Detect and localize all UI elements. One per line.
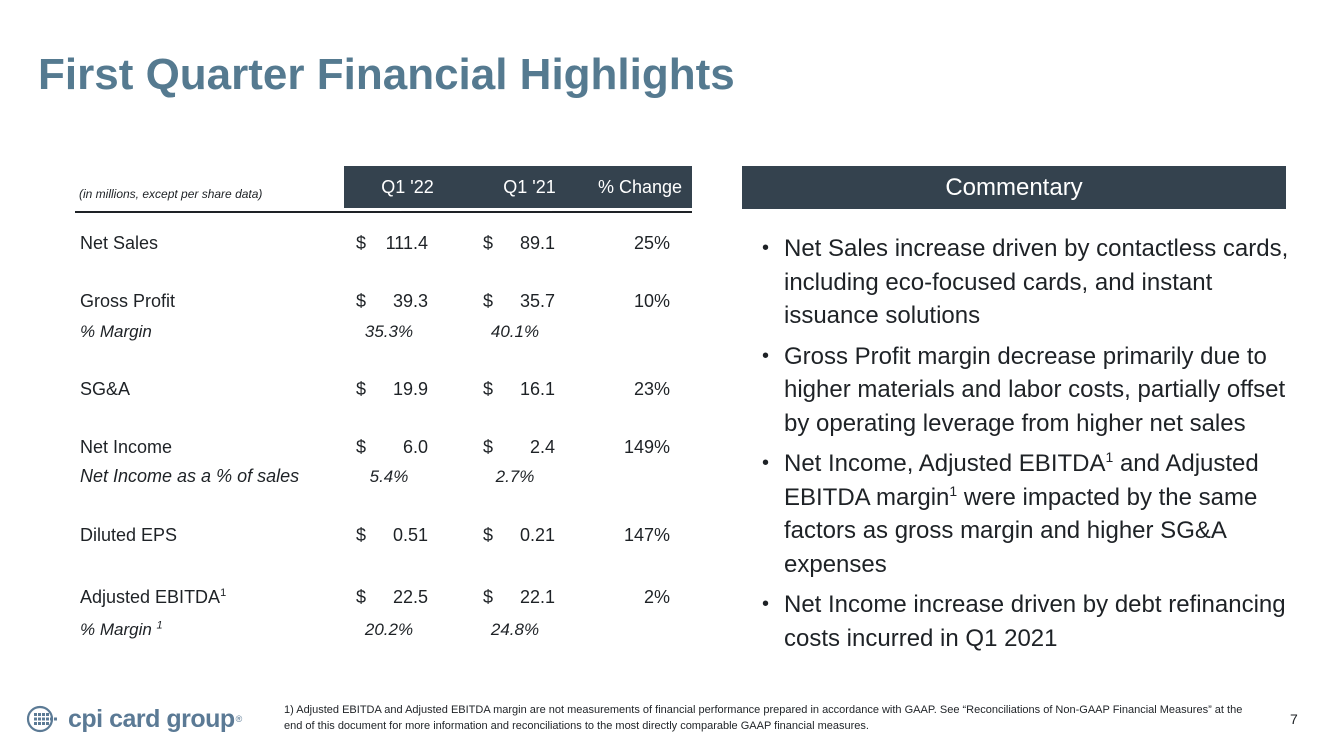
currency-symbol: $	[356, 233, 367, 253]
currency-symbol: $	[356, 379, 367, 399]
currency-symbol: $	[483, 587, 494, 607]
gross-profit-q1-21: 35.7	[519, 291, 555, 311]
diluted-eps-q1-22: 0.51	[392, 525, 428, 545]
row-label-gross-margin: % Margin	[80, 322, 152, 341]
net-income-q1-22: 6.0	[402, 437, 428, 457]
net-sales-q1-22: 111.4	[385, 233, 428, 253]
diluted-eps-q1-21: 0.21	[519, 525, 555, 545]
commentary-bullet: • Net Income, Adjusted EBITDA1 and Adjus…	[762, 447, 1292, 581]
commentary-bullet: • Net Income increase driven by debt ref…	[762, 588, 1292, 655]
net-income-pct-q1-21: 2.7%	[495, 467, 535, 486]
gross-margin-q1-21: 40.1%	[490, 322, 540, 341]
row-label-gross-profit: Gross Profit	[80, 291, 176, 311]
bullet-glyph: •	[762, 237, 770, 259]
commentary-bullet: • Net Sales increase driven by contactle…	[762, 232, 1292, 333]
page-title: First Quarter Financial Highlights	[38, 50, 735, 99]
net-income-pct-q1-22: 5.4%	[369, 467, 409, 486]
commentary-heading: Commentary	[742, 166, 1286, 209]
bullet-text: Net Income, Adjusted EBITDA	[784, 450, 1106, 477]
header-rule	[75, 211, 692, 213]
row-label-net-sales: Net Sales	[80, 233, 159, 253]
currency-symbol: $	[483, 525, 494, 545]
ebitda-margin-label-text: % Margin	[80, 620, 152, 639]
column-header-change: % Change	[588, 166, 692, 208]
sga-change: 23%	[633, 379, 670, 399]
currency-symbol: $	[356, 291, 367, 311]
bullet-glyph: •	[762, 593, 770, 615]
net-income-change: 149%	[623, 437, 670, 457]
net-sales-q1-21: 89.1	[519, 233, 555, 253]
bullet-text: Net Sales increase driven by contactless…	[784, 235, 1289, 329]
ebitda-margin-q1-21: 24.8%	[490, 620, 540, 639]
bullet-glyph: •	[762, 452, 770, 474]
currency-symbol: $	[483, 437, 494, 457]
bullet-text: were impacted by the same factors as gro…	[784, 483, 1258, 578]
ebitda-margin-q1-22: 20.2%	[364, 620, 414, 639]
logo-wordmark: cpi card group	[68, 704, 235, 733]
row-label-ebitda-margin: % Margin 1	[80, 620, 163, 640]
diluted-eps-change: 147%	[623, 525, 670, 545]
company-logo: cpi card group ®	[26, 705, 242, 733]
currency-symbol: $	[356, 525, 367, 545]
currency-symbol: $	[356, 437, 367, 457]
footnote-mark: 1	[156, 619, 163, 632]
sga-q1-21: 16.1	[519, 379, 555, 399]
bullet-text: and Adjusted EBITDA margin	[784, 450, 1259, 511]
gross-profit-change: 10%	[633, 291, 670, 311]
sga-q1-22: 19.9	[392, 379, 428, 399]
footnote: 1) Adjusted EBITDA and Adjusted EBITDA m…	[284, 704, 1243, 732]
commentary-bullet: • Gross Profit margin decrease primarily…	[762, 340, 1292, 441]
adjusted-ebitda-change: 2%	[643, 587, 670, 607]
footnote-mark: 1	[949, 482, 958, 499]
net-sales-change: 25%	[633, 233, 670, 253]
column-header-q1-22: Q1 '22	[344, 166, 471, 208]
currency-symbol: $	[356, 587, 367, 607]
row-label-adjusted-ebitda: Adjusted EBITDA1	[80, 587, 226, 608]
row-label-net-income-pct: Net Income as a % of sales	[80, 466, 300, 486]
bullet-glyph: •	[762, 344, 770, 367]
table-note: (in millions, except per share data)	[79, 187, 263, 201]
footnote-mark: 1	[1105, 449, 1114, 465]
net-income-q1-21: 2.4	[529, 437, 555, 457]
adjusted-ebitda-label-text: Adjusted EBITDA	[80, 587, 221, 607]
commentary-list: • Net Sales increase driven by contactle…	[762, 232, 1292, 662]
bullet-text: Gross Profit margin decrease primarily d…	[784, 342, 1286, 437]
page-number: 7	[1290, 711, 1298, 727]
registered-mark: ®	[235, 714, 243, 724]
adjusted-ebitda-q1-22: 22.5	[392, 587, 428, 607]
currency-symbol: $	[483, 291, 494, 311]
adjusted-ebitda-q1-21: 22.1	[519, 587, 555, 607]
bullet-text: Net Income increase driven by debt refin…	[784, 591, 1286, 652]
currency-symbol: $	[483, 233, 494, 253]
gross-margin-q1-22: 35.3%	[364, 322, 414, 341]
gross-profit-q1-22: 39.3	[392, 291, 428, 311]
card-logo-icon	[26, 705, 57, 733]
currency-symbol: $	[483, 379, 494, 399]
row-label-diluted-eps: Diluted EPS	[80, 525, 178, 545]
footnote-mark: 1	[220, 587, 227, 599]
row-label-net-income: Net Income	[80, 437, 173, 457]
column-header-q1-21: Q1 '21	[471, 166, 588, 208]
row-label-sga: SG&A	[80, 379, 131, 399]
